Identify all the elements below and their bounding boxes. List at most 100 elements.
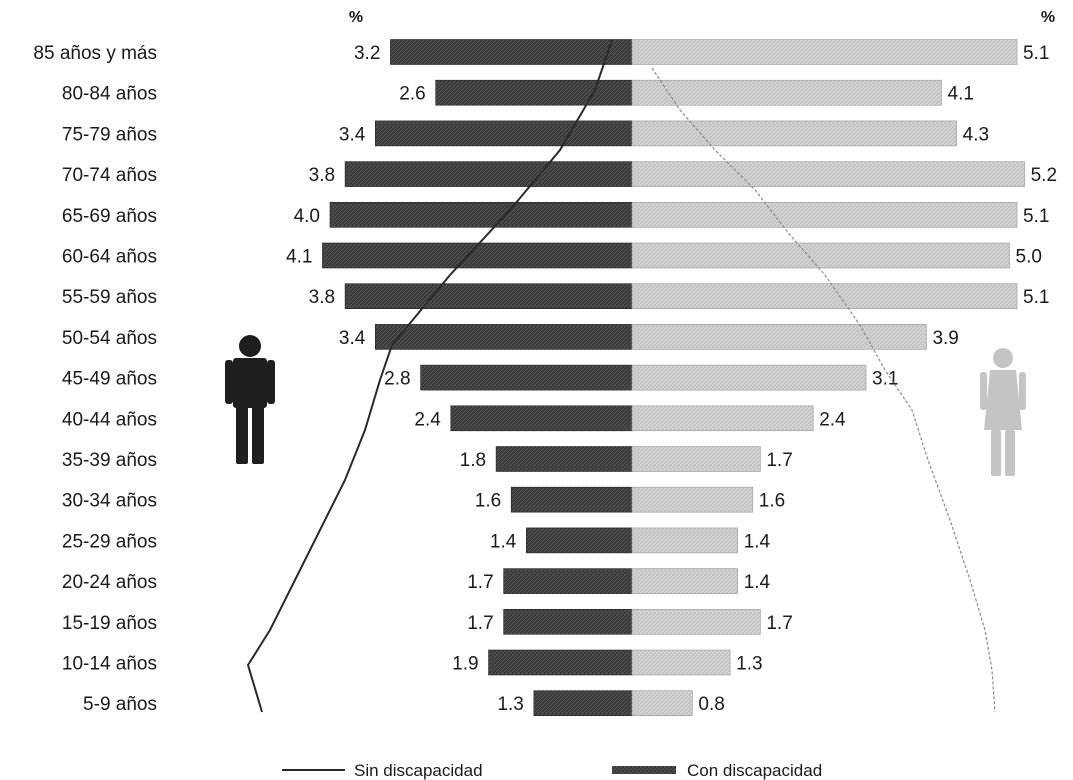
value-label-left: 1.3 <box>497 694 523 715</box>
bar-right <box>631 283 1018 310</box>
bar-right <box>631 202 1018 228</box>
bar-left <box>344 161 633 187</box>
overlay-line-right <box>651 67 996 713</box>
age-label: 40-44 años <box>62 409 157 430</box>
bar-right <box>631 527 738 554</box>
value-label-right: 2.4 <box>819 409 846 430</box>
bar-left <box>435 79 633 106</box>
value-label-right: 3.1 <box>872 369 898 390</box>
value-label-right: 1.4 <box>744 572 771 593</box>
value-label-left: 1.4 <box>490 531 517 552</box>
bar-right <box>631 405 814 432</box>
age-label: 80-84 años <box>62 84 157 105</box>
left-axis-unit: % <box>349 9 363 26</box>
bar-right <box>631 649 731 676</box>
age-label: 60-64 años <box>62 247 157 268</box>
value-label-left: 3.8 <box>309 287 335 308</box>
male-figure-icon <box>225 335 275 464</box>
bar-left <box>420 364 633 391</box>
value-label-right: 5.1 <box>1023 43 1049 64</box>
age-label: 50-54 años <box>62 328 157 349</box>
value-label-right: 5.1 <box>1023 287 1049 308</box>
bar-right <box>631 324 927 350</box>
bar-right <box>631 242 1010 269</box>
bar-right <box>631 690 693 717</box>
age-label: 10-14 años <box>62 654 157 675</box>
bar-left <box>390 39 633 65</box>
bar-right <box>631 120 957 147</box>
age-label: 70-74 años <box>62 165 157 186</box>
bar-left <box>525 527 633 554</box>
value-label-left: 1.7 <box>467 613 493 634</box>
bar-left <box>344 283 633 310</box>
legend-label-con: Con discapacidad <box>687 761 822 780</box>
legend: Sin discapacidad Con discapacidad <box>282 761 822 780</box>
age-label: 20-24 años <box>62 572 157 593</box>
right-bars <box>631 39 1025 717</box>
right-value-labels: 5.1 4.1 4.3 5.2 5.1 5.0 5.1 3.9 3.1 2.4 1.7 1.6 1.4 1… <box>698 43 1057 715</box>
value-label-right: 5.1 <box>1023 206 1049 227</box>
female-figure-icon <box>980 348 1026 476</box>
age-label: 75-79 años <box>62 124 157 145</box>
value-label-left: 3.4 <box>339 328 366 349</box>
bar-left <box>533 690 633 717</box>
overlay-line-left <box>246 39 613 713</box>
value-label-left: 1.6 <box>475 491 501 512</box>
bar-left <box>503 568 633 594</box>
age-label: 5-9 años <box>83 694 157 715</box>
value-label-left: 4.1 <box>286 247 312 268</box>
bar-left <box>488 649 633 676</box>
bar-left <box>495 446 633 472</box>
value-label-right: 0.8 <box>698 694 724 715</box>
left-value-labels: 3.22.63.43.84.04.13.83.42.82.41.81.61.41… <box>286 43 524 715</box>
bar-left <box>510 486 633 513</box>
bar-right <box>631 39 1018 65</box>
value-label-left: 3.8 <box>309 165 335 186</box>
value-label-right: 1.7 <box>766 613 792 634</box>
bar-left <box>374 324 633 350</box>
bar-right <box>631 486 754 513</box>
bar-left <box>503 608 633 635</box>
value-label-left: 1.7 <box>467 572 493 593</box>
age-label: 65-69 años <box>62 206 157 227</box>
value-label-right: 5.0 <box>1016 247 1042 268</box>
value-label-left: 2.4 <box>414 409 441 430</box>
age-label: 85 años y más <box>33 43 157 64</box>
value-label-right: 3.9 <box>932 328 958 349</box>
value-label-right: 1.6 <box>759 491 785 512</box>
value-label-left: 3.4 <box>339 124 366 145</box>
value-label-left: 1.8 <box>460 450 486 471</box>
value-label-left: 1.9 <box>452 654 478 675</box>
age-label: 30-34 años <box>62 491 157 512</box>
value-label-right: 4.1 <box>948 84 974 105</box>
bar-right <box>631 446 761 472</box>
bar-left <box>374 120 633 147</box>
age-group-labels: 85 años y más 80-84 años 75-79 años 70-74 a… <box>33 43 157 715</box>
right-axis-unit: % <box>1041 9 1055 26</box>
value-label-right: 5.2 <box>1031 165 1057 186</box>
bar-left <box>450 405 633 432</box>
value-label-left: 3.2 <box>354 43 380 64</box>
value-label-right: 1.4 <box>744 531 771 552</box>
value-label-left: 4.0 <box>294 206 320 227</box>
legend-bar-swatch <box>612 766 676 774</box>
value-label-left: 2.8 <box>384 369 410 390</box>
age-label: 35-39 años <box>62 450 157 471</box>
left-bars <box>322 39 633 717</box>
age-label: 45-49 años <box>62 369 157 390</box>
bar-left <box>322 242 633 269</box>
value-label-left: 2.6 <box>399 84 425 105</box>
legend-label-sin: Sin discapacidad <box>354 761 483 780</box>
age-label: 25-29 años <box>62 531 157 552</box>
bar-left <box>329 202 633 228</box>
bar-right <box>631 568 738 594</box>
value-label-right: 1.7 <box>766 450 792 471</box>
bar-right <box>631 364 867 391</box>
bar-right <box>631 608 761 635</box>
bar-right <box>631 79 942 106</box>
value-label-right: 1.3 <box>736 654 762 675</box>
bar-right <box>631 161 1025 187</box>
age-label: 55-59 años <box>62 287 157 308</box>
age-label: 15-19 años <box>62 613 157 634</box>
